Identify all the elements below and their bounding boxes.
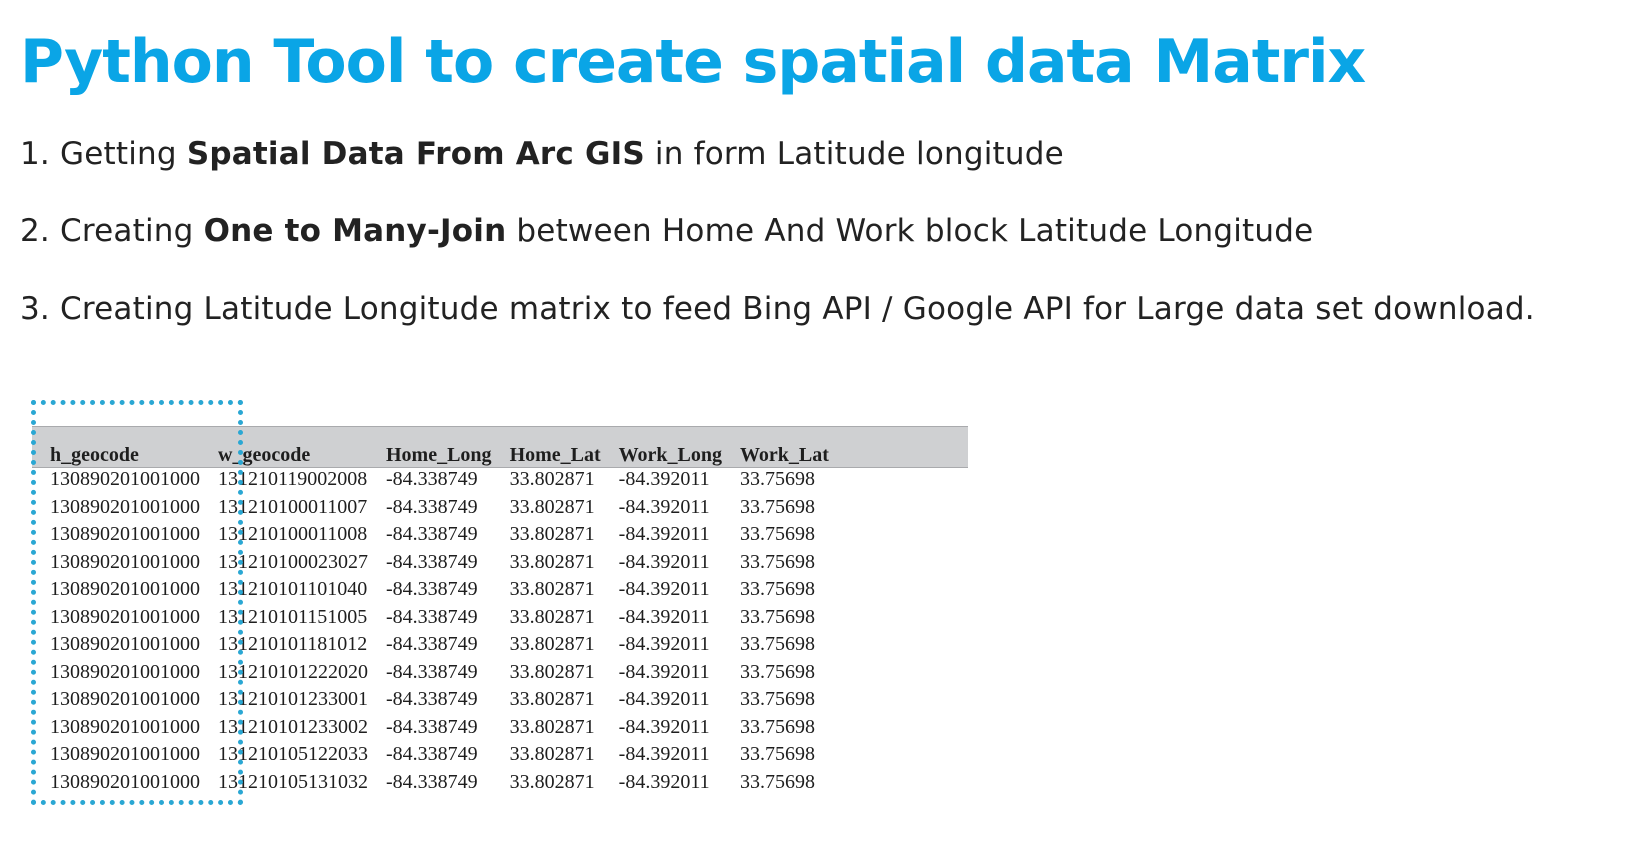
cell-work-lat: 33.75698: [722, 659, 829, 687]
cell-work-lat: 33.75698: [722, 714, 829, 742]
cell-work-long: -84.392011: [601, 659, 722, 687]
step-1-prefix: 1. Getting: [20, 136, 187, 172]
cell-work-long: -84.392011: [601, 494, 722, 522]
cell-home-long: -84.338749: [368, 521, 492, 549]
cell-home-long: -84.338749: [368, 604, 492, 632]
cell-home-lat: 33.802871: [492, 604, 601, 632]
cell-work-long: -84.392011: [601, 521, 722, 549]
cell-work-lat: 33.75698: [722, 576, 829, 604]
cell-home-long: -84.338749: [368, 714, 492, 742]
cell-work-long: -84.392011: [601, 631, 722, 659]
cell-home-long: -84.338749: [368, 659, 492, 687]
step-1-bold: Spatial Data From Arc GIS: [187, 136, 645, 172]
cell-home-lat: 33.802871: [492, 576, 601, 604]
cell-work-lat: 33.75698: [722, 521, 829, 549]
cell-home-long: -84.338749: [368, 631, 492, 659]
step-2-prefix: 2. Creating: [20, 213, 204, 249]
cell-work-lat: 33.75698: [722, 741, 829, 769]
cell-work-long: -84.392011: [601, 741, 722, 769]
cell-work-lat: 33.75698: [722, 604, 829, 632]
header-work-long: Work_Long: [601, 444, 722, 466]
step-3-prefix: 3. Creating Latitude Longitude matrix to…: [20, 291, 1535, 327]
cell-work-lat: 33.75698: [722, 494, 829, 522]
cell-home-lat: 33.802871: [492, 769, 601, 797]
cell-home-lat: 33.802871: [492, 741, 601, 769]
header-work-lat: Work_Lat: [722, 444, 829, 466]
header-home-lat: Home_Lat: [492, 444, 601, 466]
cell-home-lat: 33.802871: [492, 494, 601, 522]
cell-home-long: -84.338749: [368, 686, 492, 714]
cell-home-long: -84.338749: [368, 576, 492, 604]
step-2-bold: One to Many-Join: [204, 213, 507, 249]
cell-work-long: -84.392011: [601, 769, 722, 797]
page-title: Python Tool to create spatial data Matri…: [20, 26, 1365, 98]
step-3: 3. Creating Latitude Longitude matrix to…: [20, 291, 1535, 328]
cell-home-lat: 33.802871: [492, 549, 601, 577]
cell-work-long: -84.392011: [601, 686, 722, 714]
step-1-suffix: in form Latitude longitude: [645, 136, 1064, 172]
cell-work-lat: 33.75698: [722, 466, 829, 494]
cell-home-lat: 33.802871: [492, 686, 601, 714]
cell-work-long: -84.392011: [601, 576, 722, 604]
cell-work-long: -84.392011: [601, 466, 722, 494]
cell-home-long: -84.338749: [368, 466, 492, 494]
cell-work-long: -84.392011: [601, 714, 722, 742]
step-1: 1. Getting Spatial Data From Arc GIS in …: [20, 136, 1064, 173]
step-2: 2. Creating One to Many-Join between Hom…: [20, 213, 1313, 250]
cell-home-lat: 33.802871: [492, 659, 601, 687]
cell-work-lat: 33.75698: [722, 631, 829, 659]
cell-work-lat: 33.75698: [722, 686, 829, 714]
cell-home-lat: 33.802871: [492, 521, 601, 549]
header-home-long: Home_Long: [368, 444, 492, 466]
cell-home-lat: 33.802871: [492, 714, 601, 742]
cell-work-long: -84.392011: [601, 604, 722, 632]
cell-work-lat: 33.75698: [722, 769, 829, 797]
cell-home-long: -84.338749: [368, 549, 492, 577]
cell-home-long: -84.338749: [368, 741, 492, 769]
cell-work-long: -84.392011: [601, 549, 722, 577]
cell-work-lat: 33.75698: [722, 549, 829, 577]
cell-home-lat: 33.802871: [492, 631, 601, 659]
cell-home-long: -84.338749: [368, 769, 492, 797]
cell-home-lat: 33.802871: [492, 466, 601, 494]
cell-home-long: -84.338749: [368, 494, 492, 522]
h-geocode-highlight-box: [31, 400, 243, 805]
step-2-suffix: between Home And Work block Latitude Lon…: [506, 213, 1313, 249]
